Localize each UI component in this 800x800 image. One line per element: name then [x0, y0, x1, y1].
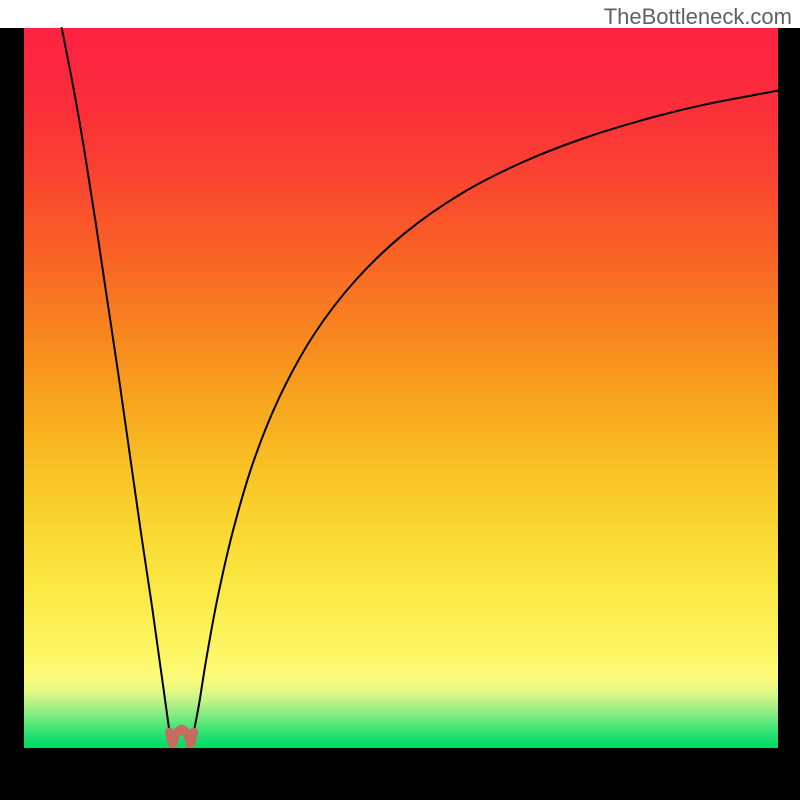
curve-left-branch: [62, 28, 170, 732]
valley-marker: [170, 729, 194, 743]
bottleneck-curve: [24, 28, 778, 748]
watermark-text: TheBottleneck.com: [604, 4, 792, 30]
curve-right-branch: [194, 91, 778, 733]
chart-plot-area: [24, 28, 778, 748]
chart-root: TheBottleneck.com: [0, 0, 800, 800]
